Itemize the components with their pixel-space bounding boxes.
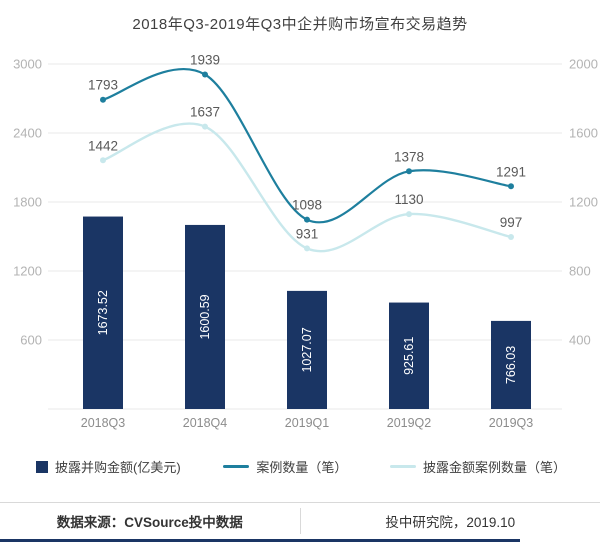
point-label: 1793: [88, 78, 118, 93]
right-axis-tick-label: 800: [569, 264, 591, 279]
data-point: [508, 183, 514, 190]
bar-2018Q3: [83, 216, 123, 409]
right-axis-tick-label: 400: [569, 333, 591, 348]
right-axis-tick-label: 1200: [569, 195, 598, 210]
bottom-accent-bar: [0, 539, 520, 542]
chart-area: 600 1200 1800 2400 3000 400 800 1200 1600 2000 167…: [0, 34, 600, 443]
chart-canvas: 600 1200 1800 2400 3000 400 800 1200 1600 2000 167…: [13, 53, 598, 430]
legend-item-cases: 案例数量（笔）: [223, 457, 347, 476]
point-label: 1442: [88, 138, 118, 153]
left-axis-tick-label: 3000: [13, 57, 42, 72]
chart-legend: 披露并购金额(亿美元) 案例数量（笔） 披露金额案例数量（笔）: [0, 457, 600, 476]
data-point: [202, 71, 208, 78]
bar-value-label: 766.03: [504, 346, 518, 384]
bar-2018Q4: [185, 224, 225, 409]
data-point: [304, 245, 310, 252]
bar-value-label: 925.61: [402, 337, 416, 375]
line-series-1: [101, 122, 513, 253]
data-point: [100, 96, 106, 103]
bar-2019Q3: [491, 320, 531, 409]
data-point: [100, 157, 106, 164]
data-point: [304, 216, 310, 223]
point-label: 1939: [190, 53, 220, 68]
left-axis-tick-label: 2400: [13, 126, 42, 141]
point-label: 1378: [394, 149, 424, 164]
point-label: 1130: [394, 192, 423, 207]
chart-title: 2018年Q3-2019年Q3中企并购市场宣布交易趋势: [132, 16, 468, 33]
data-point: [508, 234, 514, 241]
bar-value-label: 1673.52: [96, 290, 110, 335]
data-source-text: 数据来源：CVSource投中数据: [56, 515, 243, 530]
point-label: 1098: [292, 198, 322, 213]
category-label: 2018Q4: [183, 416, 228, 430]
right-axis-tick-label: 1600: [569, 126, 598, 141]
category-label: 2018Q3: [81, 416, 126, 430]
right-axis-tick-label: 2000: [569, 57, 598, 72]
legend-label-disclosed-cases: 披露金额案例数量（笔）: [422, 460, 566, 475]
point-label: 997: [500, 215, 523, 230]
bar-value-label: 1600.59: [198, 294, 212, 339]
footer-divider: [0, 502, 600, 503]
bar-value-label: 1027.07: [300, 327, 314, 372]
research-org-text: 投中研究院，2019.10: [385, 515, 516, 530]
bar-swatch-icon: [36, 460, 48, 473]
point-label: 931: [296, 226, 319, 241]
left-axis-tick-label: 1200: [13, 264, 42, 279]
bar-2019Q2: [389, 302, 429, 409]
category-label: 2019Q1: [285, 416, 330, 430]
data-point: [406, 211, 412, 218]
data-point: [202, 123, 208, 130]
line-series-0: [101, 68, 513, 224]
legend-label-cases: 案例数量（笔）: [256, 460, 348, 475]
point-label: 1291: [496, 164, 526, 179]
footer: 数据来源：CVSource投中数据 投中研究院，2019.10: [0, 503, 600, 539]
bar-2019Q1: [287, 290, 327, 409]
line-swatch-icon: [223, 465, 250, 468]
category-label: 2019Q3: [489, 416, 534, 430]
data-point: [406, 168, 412, 175]
left-axis-tick-label: 600: [20, 333, 42, 348]
legend-label-amount: 披露并购金额(亿美元): [55, 460, 181, 475]
light-line-swatch-icon: [389, 465, 416, 468]
point-label: 1637: [190, 105, 220, 120]
footer-vertical-divider: [299, 508, 301, 534]
legend-item-disclosed-cases: 披露金额案例数量（笔）: [389, 457, 566, 476]
left-axis-tick-label: 1800: [13, 195, 42, 210]
legend-item-amount: 披露并购金额(亿美元): [36, 457, 181, 476]
category-label: 2019Q2: [387, 416, 432, 430]
